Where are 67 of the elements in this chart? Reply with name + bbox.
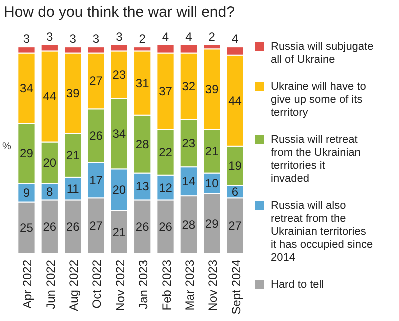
- legend-label: Russia will also retreat from the Ukrainian territories it has occupied since 2014: [271, 200, 374, 264]
- data-label: 12: [159, 180, 173, 195]
- data-label: 29: [205, 216, 220, 231]
- data-label: 31: [136, 76, 150, 90]
- data-label: 11: [66, 182, 80, 196]
- data-label: 8: [46, 184, 54, 199]
- data-label: 23: [112, 68, 126, 82]
- data-label: 3: [92, 32, 100, 46]
- data-label: 3: [70, 32, 77, 46]
- data-label: 25: [20, 221, 34, 236]
- x-tick-label: Feb 2023: [160, 260, 174, 311]
- data-label: 27: [90, 74, 104, 88]
- y-axis-title: %: [2, 142, 12, 152]
- data-label: 23: [182, 136, 196, 150]
- data-label: 20: [43, 156, 57, 170]
- data-label: 22: [159, 146, 173, 160]
- x-tick-label: Nov 2022: [113, 260, 128, 312]
- data-label: 34: [112, 126, 126, 141]
- data-label: 19: [228, 159, 242, 174]
- legend-label: Hard to tell: [271, 279, 324, 291]
- data-label: 2: [139, 32, 146, 46]
- legend-label: Ukraine will have to give up some of its territory: [271, 81, 366, 119]
- x-tick-label: Sept 2024: [229, 260, 244, 315]
- legend-label: Russia will retreat from the Ukrainian territories it invaded: [271, 134, 361, 185]
- data-label: 21: [66, 148, 80, 163]
- data-label: 3: [46, 30, 54, 44]
- data-label: 44: [228, 94, 242, 108]
- data-label: 10: [205, 176, 220, 191]
- data-label: 21: [205, 144, 220, 159]
- data-label: 28: [182, 218, 196, 232]
- data-label: 27: [90, 219, 104, 234]
- data-label: 6: [232, 184, 239, 199]
- data-label: 34: [20, 81, 34, 96]
- data-label: 28: [136, 137, 150, 152]
- x-tick-label: Oct 2022: [90, 260, 104, 309]
- data-label: 26: [43, 220, 57, 234]
- data-label: 4: [162, 30, 170, 44]
- data-label: 4: [232, 32, 239, 46]
- data-label: 9: [23, 186, 30, 200]
- data-label: 2: [208, 30, 216, 44]
- data-label: 26: [136, 220, 150, 234]
- data-label: 37: [159, 84, 173, 99]
- data-label: 13: [136, 180, 150, 194]
- data-label: 26: [66, 220, 80, 234]
- data-label: 17: [90, 174, 104, 188]
- data-label: 32: [182, 79, 196, 94]
- data-label: 26: [159, 220, 173, 234]
- x-tick-label: Jan 2023: [136, 260, 151, 310]
- data-label: 39: [205, 82, 220, 96]
- data-label: 29: [20, 146, 34, 161]
- x-tick-label: Aug 2022: [67, 260, 82, 312]
- data-label: 4: [186, 30, 193, 44]
- data-label: 27: [228, 219, 242, 234]
- data-label: 39: [66, 86, 80, 101]
- x-tick-label: Nov 2023: [206, 260, 220, 312]
- data-label: 3: [116, 30, 124, 44]
- data-label: 21: [112, 225, 126, 240]
- chart-title: How do you think the war will end?: [4, 4, 235, 21]
- legend-label: Russia will subjugate all of Ukraine: [271, 41, 374, 66]
- x-tick-label: Mar 2023: [182, 260, 197, 311]
- data-label: 20: [112, 182, 126, 197]
- data-label: 14: [182, 174, 196, 189]
- x-tick-label: Jun 2022: [44, 260, 58, 310]
- data-label: 44: [43, 90, 57, 104]
- x-tick-label: Apr 2022: [20, 260, 35, 309]
- data-label: 26: [90, 129, 104, 144]
- data-label: 3: [23, 32, 30, 46]
